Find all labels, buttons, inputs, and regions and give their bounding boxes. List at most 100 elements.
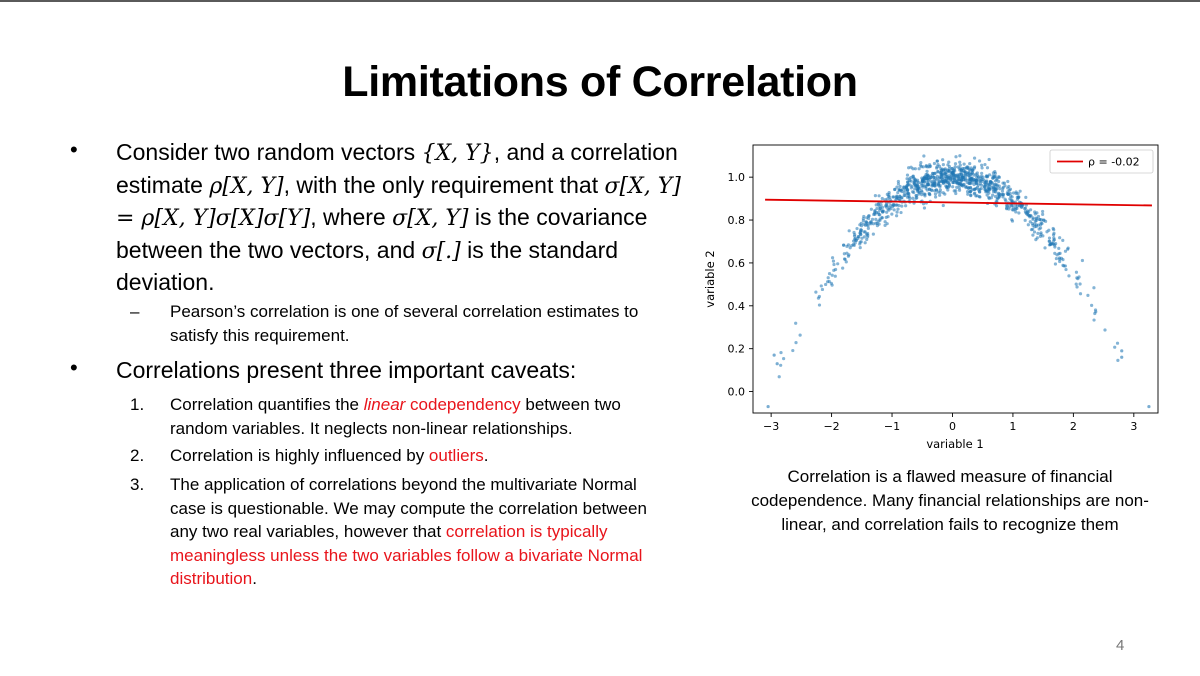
scatter-point: [953, 162, 958, 166]
scatter-point: [885, 204, 889, 208]
scatter-point: [953, 165, 957, 169]
scatter-point: [892, 195, 896, 199]
scatter-point: [957, 186, 961, 190]
scatter-point: [932, 161, 937, 166]
y-tick-label: 1.0: [728, 171, 746, 184]
scatter-point: [950, 171, 954, 175]
scatter-point: [916, 183, 920, 188]
legend-box: [1049, 149, 1154, 174]
outlier-points: [766, 349, 1151, 409]
math-expression: σ[X, Y] = ρ[X, Y]σ[X]σ[Y]: [116, 173, 681, 232]
scatter-point: [1051, 226, 1055, 231]
scatter-point: [1031, 233, 1035, 237]
scatter-point: [1006, 192, 1010, 196]
scatter-point: [960, 178, 964, 182]
scatter-point: [1078, 282, 1082, 286]
scatter-point: [844, 260, 848, 264]
scatter-point: [938, 188, 942, 192]
scatter-point: [987, 173, 992, 177]
scatter-point: [975, 181, 979, 186]
bullet-1-text: Consider two random vectors {X, Y}, and …: [116, 137, 686, 299]
scatter-point: [993, 187, 997, 191]
scatter-point: [1058, 259, 1062, 264]
scatter-point: [885, 210, 889, 214]
scatter-point: [862, 230, 866, 234]
scatter-point: [1004, 204, 1009, 208]
scatter-point: [858, 242, 862, 246]
scatter-point: [917, 192, 921, 196]
scatter-point: [958, 172, 962, 177]
scatter-point: [831, 259, 836, 263]
scatter-point: [880, 196, 884, 201]
scatter-point: [989, 196, 993, 200]
y-tick-label: 0.0: [728, 386, 746, 399]
scatter-point: [1066, 247, 1070, 251]
top-border: [0, 0, 1200, 2]
scatter-point: [942, 168, 946, 172]
scatter-point: [960, 175, 965, 179]
scatter-point: [862, 222, 866, 226]
scatter-point: [990, 180, 994, 184]
scatter-point: [1007, 188, 1012, 192]
scatter-point: [987, 195, 991, 199]
scatter-point: [841, 266, 845, 270]
scatter-point: [1063, 264, 1067, 268]
scatter-point: [876, 211, 880, 215]
scatter-point: [896, 191, 900, 195]
scatter-point: [1051, 242, 1055, 246]
scatter-point: [896, 179, 900, 184]
scatter-point: [925, 180, 929, 184]
scatter-point: [853, 232, 857, 237]
scatter-point: [1001, 193, 1005, 197]
scatter-point: [904, 204, 908, 208]
scatter-point: [895, 210, 899, 214]
scatter-point: [1058, 236, 1062, 240]
scatter-point: [947, 160, 951, 164]
y-tick-label: 0.8: [728, 214, 746, 227]
scatter-point: [935, 178, 939, 182]
scatter-point: [866, 214, 871, 218]
scatter-point: [861, 219, 865, 223]
scatter-point: [920, 193, 924, 197]
scatter-point: [1010, 199, 1014, 203]
scatter-point: [946, 188, 950, 192]
caveat-part: .: [252, 569, 257, 588]
scatter-point: [1010, 195, 1014, 199]
scatter-point: [941, 163, 945, 167]
scatter-point: [897, 197, 901, 201]
scatter-point: [1007, 205, 1012, 209]
scatter-point: [895, 185, 899, 189]
caveat-part: Correlation quantifies the: [170, 395, 364, 414]
x-tick-label: −3: [763, 420, 779, 433]
scatter-point: [777, 375, 781, 379]
scatter-point: [958, 160, 962, 164]
scatter-point: [894, 196, 899, 200]
scatter-point: [1053, 262, 1058, 266]
scatter-point: [860, 236, 864, 240]
scatter-point: [937, 164, 942, 168]
scatter-point: [950, 166, 954, 171]
math-expression: {X, Y}: [421, 141, 494, 166]
scatter-point: [900, 196, 904, 200]
scatter-point: [874, 221, 878, 225]
scatter-point: [899, 210, 903, 215]
scatter-point: [1026, 223, 1030, 227]
x-tick-label: −1: [884, 420, 900, 433]
outlier-point: [1120, 355, 1124, 359]
scatter-points: [777, 154, 1120, 379]
scatter-point: [921, 178, 925, 182]
scatter-point: [943, 171, 947, 175]
scatter-point: [980, 163, 984, 167]
scatter-point: [971, 168, 975, 172]
scatter-point: [918, 163, 923, 167]
scatter-point: [900, 204, 904, 208]
scatter-point: [916, 187, 920, 191]
scatter-point: [829, 281, 833, 285]
caveat-text: The application of correlations beyond t…: [170, 473, 670, 591]
scatter-point: [972, 187, 976, 191]
scatter-point: [1041, 212, 1045, 216]
scatter-point: [850, 244, 854, 248]
scatter-point: [980, 171, 984, 175]
y-tick-label: 0.2: [728, 343, 746, 356]
scatter-point: [877, 194, 881, 198]
